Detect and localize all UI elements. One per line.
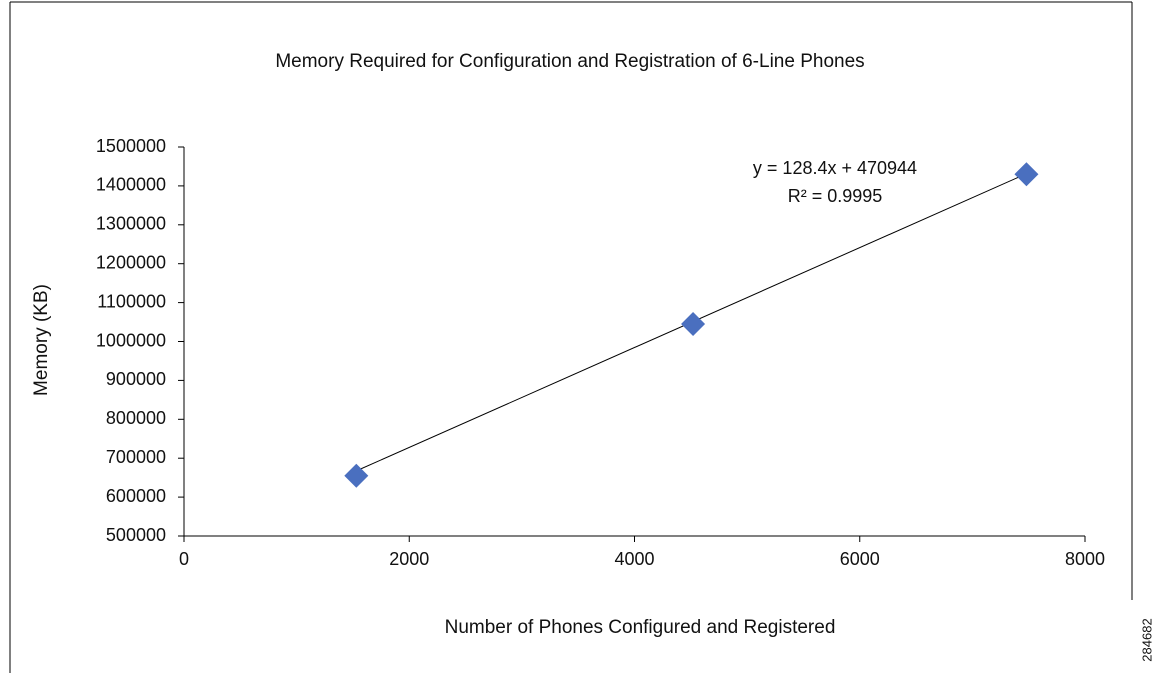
x-tick-label: 6000 (840, 549, 880, 569)
trendline-equation: y = 128.4x + 470944 (753, 158, 917, 178)
marker (681, 311, 706, 336)
y-tick-label: 1500000 (96, 136, 166, 156)
figure-id: 284682 (1139, 618, 1154, 661)
trendline-r2: R² = 0.9995 (788, 186, 883, 206)
y-axis-label: Memory (KB) (31, 284, 52, 396)
y-tick-label: 500000 (106, 525, 166, 545)
x-tick-label: 0 (179, 549, 189, 569)
y-tick-label: 1200000 (96, 252, 166, 272)
chart-title: Memory Required for Configuration and Re… (275, 51, 864, 72)
marker (1014, 162, 1039, 187)
y-tick-label: 1400000 (96, 175, 166, 195)
y-tick-label: 700000 (106, 447, 166, 467)
y-tick-label: 800000 (106, 408, 166, 428)
x-tick-label: 8000 (1065, 549, 1105, 569)
y-tick-label: 900000 (106, 369, 166, 389)
x-axis-label: Number of Phones Configured and Register… (445, 617, 836, 638)
y-tick-label: 1100000 (97, 291, 166, 311)
y-tick-label: 1300000 (96, 214, 166, 234)
y-tick-label: 600000 (106, 486, 166, 506)
x-tick-label: 2000 (389, 549, 429, 569)
x-tick-label: 4000 (614, 549, 654, 569)
marker (344, 463, 369, 488)
y-tick-label: 1000000 (96, 330, 166, 350)
